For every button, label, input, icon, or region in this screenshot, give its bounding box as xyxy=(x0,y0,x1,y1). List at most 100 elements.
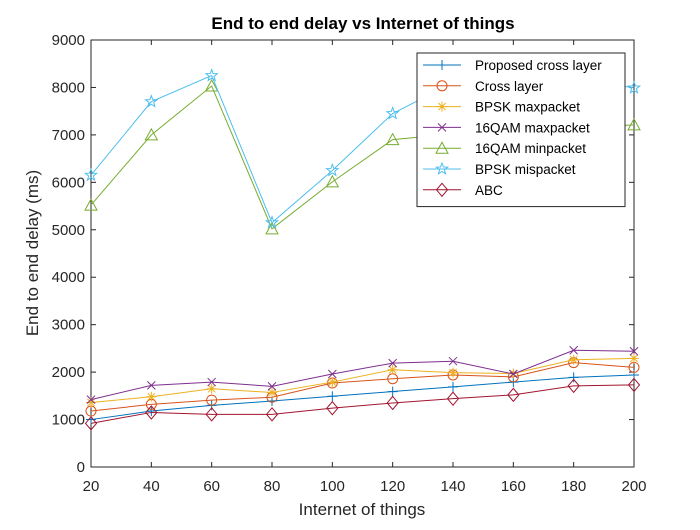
data-point xyxy=(204,68,219,82)
data-point xyxy=(448,367,458,378)
legend-marker xyxy=(435,141,449,154)
data-point xyxy=(629,346,639,356)
y-tick-label: 5000 xyxy=(52,222,85,239)
y-tick-label: 2000 xyxy=(52,364,85,381)
data-point xyxy=(327,391,338,402)
data-point xyxy=(267,381,277,391)
data-point xyxy=(326,400,339,416)
x-tick-label: 60 xyxy=(203,478,220,495)
y-tick-label: 0 xyxy=(77,459,85,476)
data-point xyxy=(267,387,277,398)
data-point xyxy=(568,354,579,365)
legend-label: BPSK mispacket xyxy=(475,162,576,177)
data-point xyxy=(385,132,400,146)
x-tick-label: 80 xyxy=(264,478,281,495)
data-point xyxy=(84,416,98,431)
data-point xyxy=(205,407,218,422)
data-point xyxy=(144,94,159,108)
legend-item: Proposed cross layer xyxy=(423,58,602,73)
data-point xyxy=(207,377,217,387)
data-point xyxy=(86,397,96,408)
series-line xyxy=(90,357,635,403)
data-point xyxy=(448,381,458,392)
legend-marker xyxy=(437,60,447,70)
x-tick-label: 100 xyxy=(320,478,345,495)
data-point xyxy=(327,369,337,379)
data-point xyxy=(83,167,99,182)
y-tick-label: 7000 xyxy=(52,127,85,144)
x-tick-label: 200 xyxy=(621,478,646,495)
data-point xyxy=(569,345,579,355)
data-point xyxy=(627,377,641,393)
data-point xyxy=(206,394,218,406)
x-tick-label: 160 xyxy=(501,478,526,495)
data-point xyxy=(84,198,98,211)
data-point xyxy=(446,391,460,406)
legend-label: ABC xyxy=(475,183,503,198)
x-tick-label: 20 xyxy=(83,478,100,495)
legend-item: BPSK maxpacket xyxy=(423,100,580,115)
data-point xyxy=(385,106,400,120)
y-axis-label: End to end delay (ms) xyxy=(23,170,42,336)
x-tick-label: 40 xyxy=(143,478,160,495)
data-point xyxy=(507,387,520,403)
legend-marker xyxy=(436,80,448,92)
y-tick-label: 8000 xyxy=(52,79,85,96)
x-axis-label: Internet of things xyxy=(299,500,426,519)
x-tick-label: 120 xyxy=(380,478,405,495)
data-point xyxy=(146,406,157,417)
data-point xyxy=(206,383,217,394)
data-point xyxy=(448,356,458,366)
legend-item: ABC xyxy=(423,182,503,198)
legend-marker xyxy=(437,123,447,132)
legend-marker xyxy=(437,101,447,112)
data-point xyxy=(387,364,398,375)
legend-label: 16QAM minpacket xyxy=(475,141,586,156)
x-tick-label: 180 xyxy=(561,478,586,495)
legend-marker xyxy=(434,161,450,176)
data-point xyxy=(264,215,280,229)
data-point xyxy=(146,381,156,390)
data-point xyxy=(265,407,279,422)
series-line xyxy=(90,384,635,424)
data-point xyxy=(145,405,158,420)
legend-label: BPSK maxpacket xyxy=(475,100,580,115)
legend: Proposed cross layer Cross layer BPSK maxp… xyxy=(416,52,626,208)
series-abc xyxy=(84,377,641,431)
data-point xyxy=(508,369,518,379)
data-point xyxy=(388,358,398,368)
y-tick-label: 1000 xyxy=(52,412,85,429)
data-point xyxy=(626,80,642,94)
data-point xyxy=(568,372,579,383)
y-tick-label: 4000 xyxy=(52,269,85,286)
data-point xyxy=(325,163,340,177)
data-point xyxy=(86,395,96,404)
legend-box xyxy=(416,52,626,208)
data-point xyxy=(144,127,159,141)
data-point xyxy=(327,377,338,388)
legend-item: 16QAM maxpacket xyxy=(423,120,590,135)
y-tick-label: 6000 xyxy=(52,174,85,191)
y-axis: 0 1000 2000 3000 4000 5000 6000 7000 8000 9000 xyxy=(52,32,634,476)
legend-label: Proposed cross layer xyxy=(475,58,602,73)
legend-label: Cross layer xyxy=(475,79,544,94)
legend-item: 16QAM minpacket xyxy=(423,141,586,156)
series-line xyxy=(90,349,635,401)
data-point xyxy=(325,174,340,188)
data-point xyxy=(146,391,157,402)
data-point xyxy=(386,395,399,411)
x-tick-label: 140 xyxy=(440,478,465,495)
series-line xyxy=(90,362,635,412)
series-line xyxy=(90,374,635,421)
data-point xyxy=(567,378,580,394)
legend-marker xyxy=(435,182,449,198)
chart-title: End to end delay vs Internet of things xyxy=(211,14,514,33)
legend-label: 16QAM maxpacket xyxy=(475,120,590,135)
series-16qam-maxpacket xyxy=(86,345,639,404)
legend-item: BPSK mispacket xyxy=(423,161,576,177)
y-tick-label: 3000 xyxy=(52,317,85,334)
data-point xyxy=(629,353,639,364)
x-axis: 20 40 60 80 100 120 140 160 180 200 xyxy=(83,40,647,495)
